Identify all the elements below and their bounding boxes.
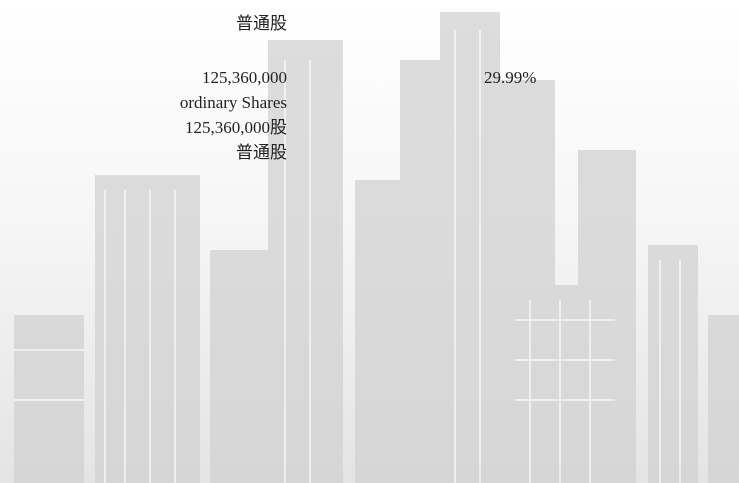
shares-text: 125,360,000 — [202, 68, 287, 88]
shares-text: ordinary Shares — [180, 93, 287, 113]
city-background — [0, 0, 739, 483]
shares-text: 125,360,000股 — [185, 118, 287, 138]
shares-text: 普通股 — [236, 143, 287, 163]
building — [95, 175, 200, 483]
percentage: 29.99% — [484, 68, 536, 88]
shares-text: 普通股 — [236, 14, 287, 34]
building — [578, 150, 636, 483]
buildings — [14, 12, 739, 483]
building — [708, 315, 739, 483]
page: 普通股 125,360,000 ordinary Shares 125,360,… — [0, 0, 739, 483]
building — [355, 180, 400, 483]
building — [400, 60, 440, 483]
building — [648, 245, 698, 483]
